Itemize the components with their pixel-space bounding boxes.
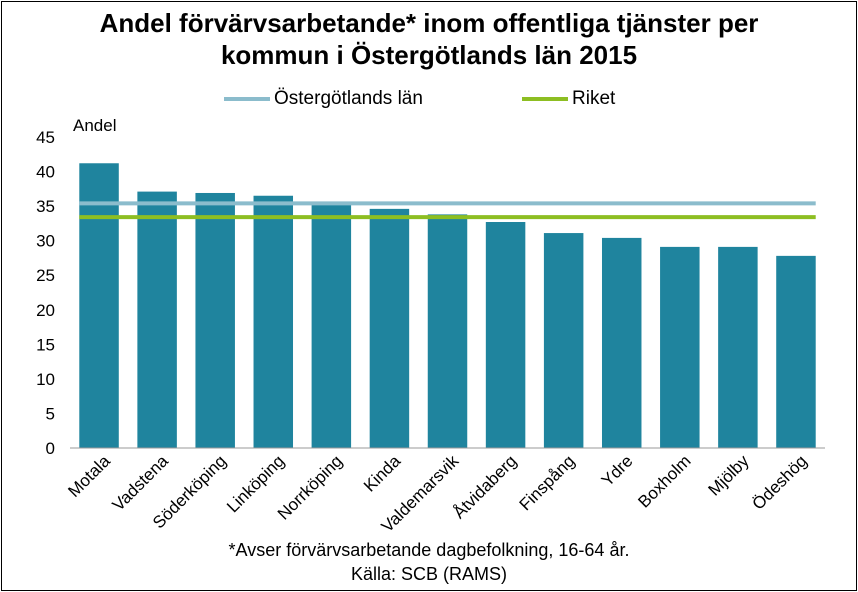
y-tick-label: 20	[36, 301, 55, 320]
bar-Åtvidaberg	[485, 222, 526, 448]
x-tick-label: Åtvidaberg	[449, 451, 520, 522]
bar-Norrköping	[311, 204, 352, 448]
bar-Linköping	[253, 195, 294, 448]
y-tick-label: 40	[36, 163, 55, 182]
bar-Vadstena	[137, 191, 177, 448]
bar-Ydre	[601, 237, 642, 448]
legend-item-ostergotland: Östergötlands län	[224, 88, 423, 110]
y-tick-label: 15	[36, 335, 55, 354]
x-tick-label: Boxholm	[634, 451, 694, 511]
bar-Valdemarsvik	[427, 214, 468, 448]
x-tick-label: Finspång	[516, 451, 579, 514]
y-tick-label: 25	[36, 266, 55, 285]
legend-swatch-ostergotland	[224, 97, 270, 101]
bar-Mjölby	[718, 246, 758, 448]
bar-Ödeshög	[776, 255, 816, 448]
y-tick-label: 0	[46, 439, 55, 458]
source-note: Källa: SCB (RAMS)	[350, 564, 508, 584]
y-tick-label: 35	[36, 197, 55, 216]
x-tick-label: Ödeshög	[749, 451, 811, 513]
legend-swatch-riket	[522, 97, 568, 101]
x-tick-label: Motala	[64, 451, 114, 501]
chart-title-line-2: kommun i Östergötlands län 2015	[220, 40, 638, 70]
bar-Finspång	[543, 233, 584, 448]
x-tick-label: Ydre	[598, 451, 637, 490]
chart-title-line-1: Andel förvärvsarbetande* inom offentliga…	[99, 8, 759, 38]
y-tick-label: 45	[36, 128, 55, 147]
footnote: *Avser förvärvsarbetande dagbefolkning, …	[228, 540, 630, 560]
bar-Motala	[79, 163, 119, 449]
bar-Kinda	[369, 208, 410, 448]
bar-Söderköping	[195, 192, 235, 448]
x-tick-label: Kinda	[360, 451, 405, 496]
y-axis-label: Andel	[73, 116, 116, 135]
y-tick-label: 30	[36, 232, 55, 251]
y-tick-label: 5	[46, 404, 55, 423]
bar-Boxholm	[660, 246, 700, 448]
legend-item-riket: Riket	[522, 88, 615, 110]
legend-label-ostergotland: Östergötlands län	[274, 88, 423, 109]
y-tick-label: 10	[36, 370, 55, 389]
x-tick-label: Mjölby	[705, 451, 754, 500]
legend-label-riket: Riket	[572, 88, 616, 109]
